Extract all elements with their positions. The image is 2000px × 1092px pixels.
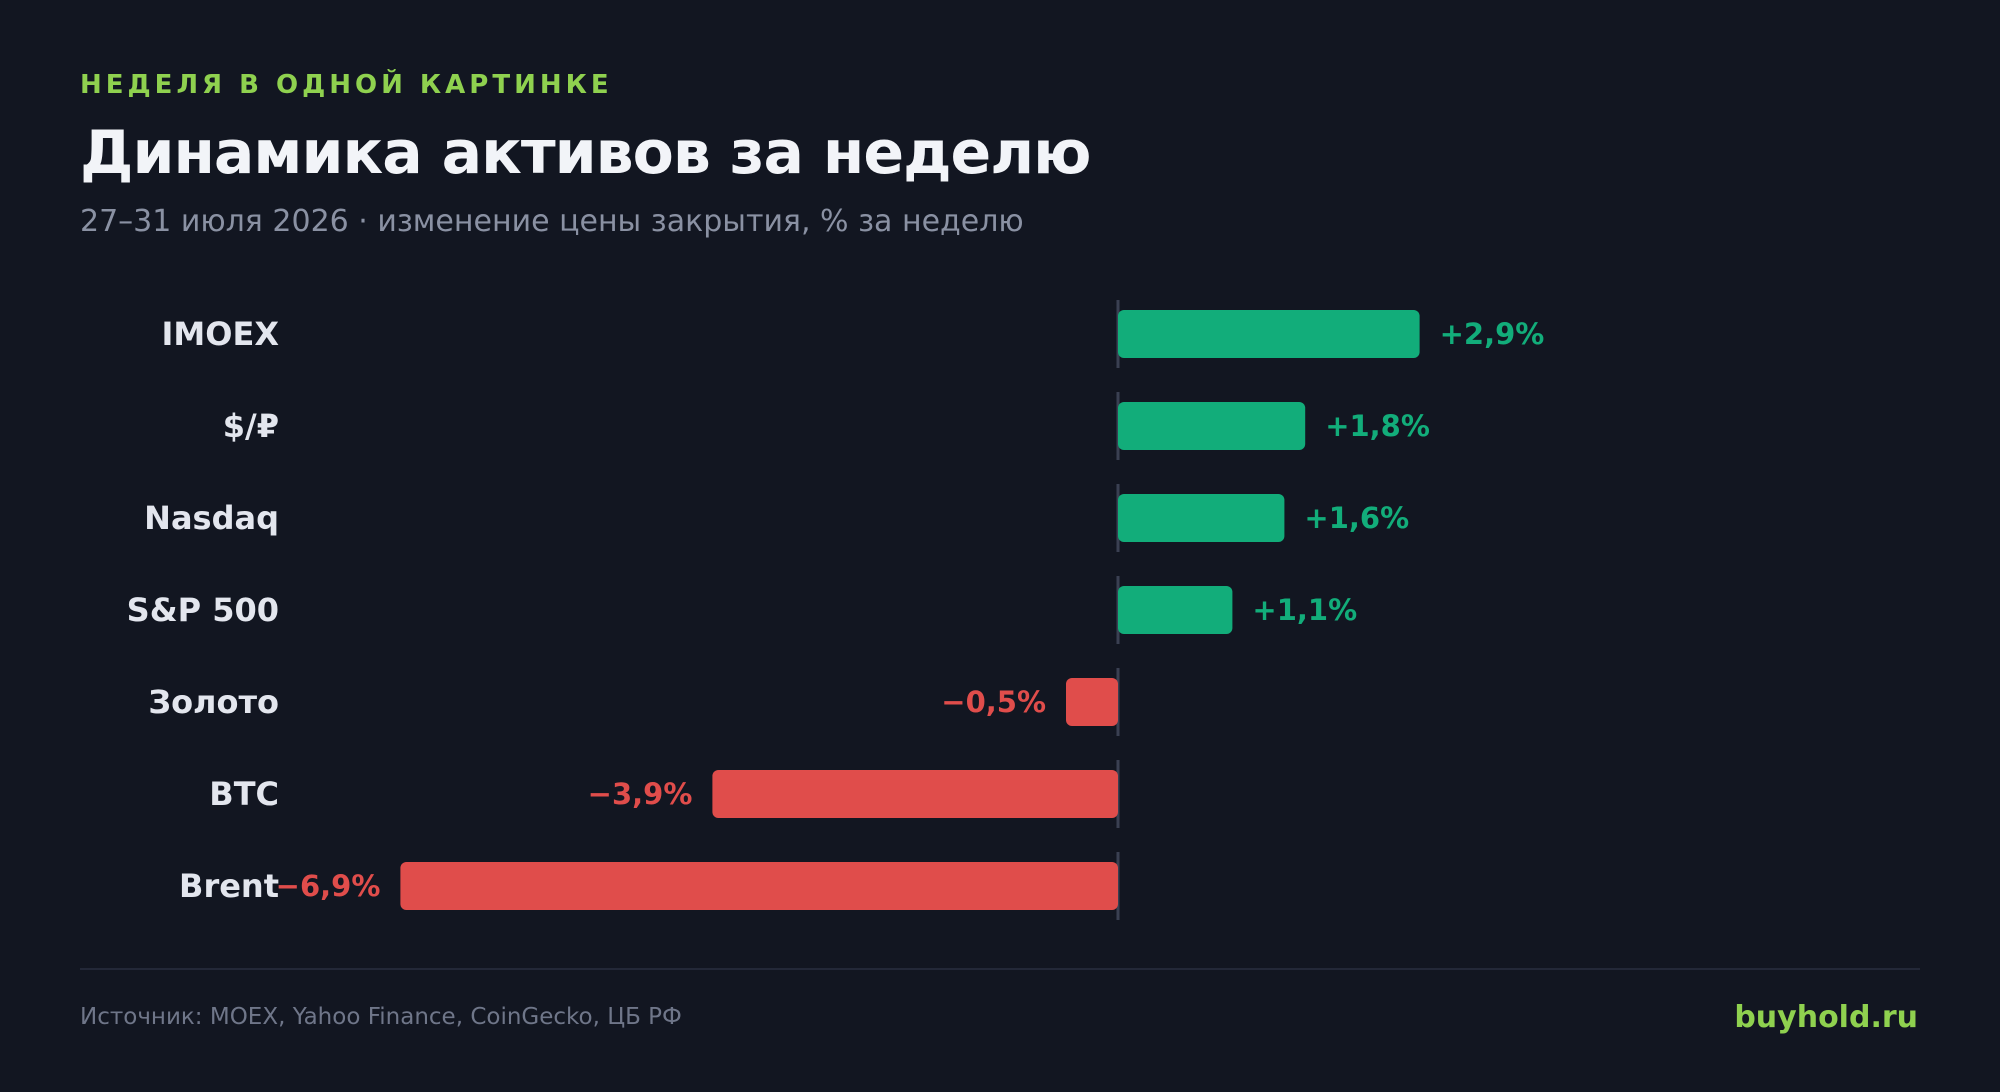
value-label: −3,9% [588, 777, 693, 811]
footer-divider [80, 968, 1920, 970]
source-note: Источник: MOEX, Yahoo Finance, CoinGecko… [80, 1004, 682, 1030]
bar [712, 770, 1118, 818]
value-label: +2,9% [1440, 317, 1545, 351]
category-label: Brent [179, 867, 279, 905]
bar [1118, 494, 1285, 542]
bar-chart: IMOEX +2,9% $/₽ +1,8% Nasdaq +1,6% S&P 500 +1,1… [127, 300, 1545, 920]
category-label: $/₽ [223, 407, 279, 445]
category-label: Золото [148, 683, 279, 721]
value-label: +1,8% [1325, 409, 1430, 443]
page-title: Динамика активов за неделю [80, 118, 1091, 188]
bar [1118, 310, 1420, 358]
bar [1118, 402, 1306, 450]
value-label: −0,5% [941, 685, 1046, 719]
category-label: IMOEX [162, 315, 280, 353]
bar [1066, 678, 1118, 726]
value-label: +1,1% [1252, 593, 1357, 627]
kicker: НЕДЕЛЯ В ОДНОЙ КАРТИНКЕ [80, 70, 613, 100]
bar [1118, 586, 1233, 634]
value-label: +1,6% [1304, 501, 1409, 535]
page-subtitle: 27–31 июля 2026 · изменение цены закрыти… [80, 204, 1024, 239]
brand-link[interactable]: buyhold.ru [1734, 1000, 1918, 1035]
category-label: BTC [209, 775, 279, 813]
category-label: Nasdaq [144, 499, 279, 537]
value-label: −6,9% [276, 869, 381, 903]
category-label: S&P 500 [127, 591, 279, 629]
bar [400, 862, 1118, 910]
